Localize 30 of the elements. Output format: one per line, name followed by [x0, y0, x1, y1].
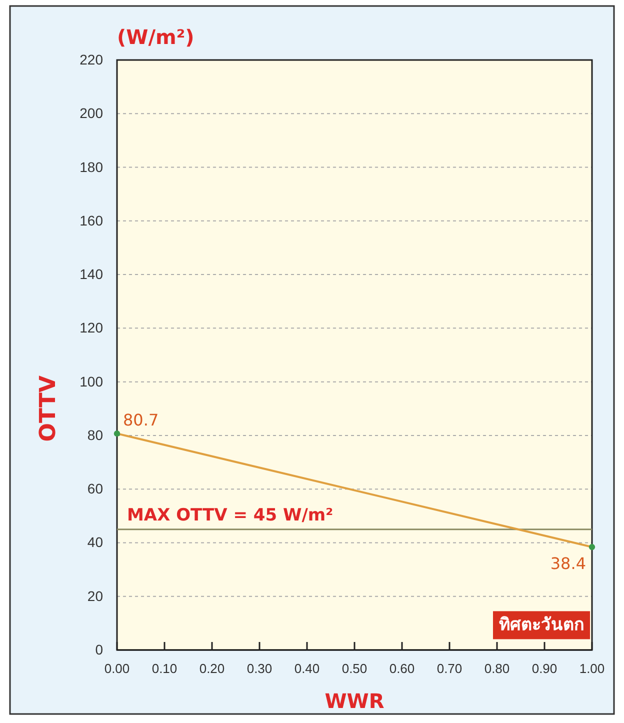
y-tick-label: 100	[80, 373, 104, 390]
y-axis-title: OTTV	[36, 376, 61, 442]
text: ทิศตะวันตก	[499, 615, 584, 636]
data-label: 80.7	[123, 410, 159, 430]
x-axis-title: WWR	[324, 689, 384, 713]
y-tick-label: 180	[80, 158, 104, 175]
x-tick-label: 0.10	[152, 661, 178, 676]
x-tick-label: 0.70	[436, 661, 462, 676]
x-tick-label: 0.40	[294, 661, 320, 676]
x-tick-label: 0.30	[246, 661, 272, 676]
ref-line-label: MAX OTTV = 45 W/m²	[127, 505, 334, 526]
x-tick-label: 0.20	[199, 661, 225, 676]
y-tick-label: 140	[80, 266, 104, 282]
x-tick-label: 0.90	[532, 661, 558, 676]
x-tick-label: 1.00	[579, 661, 605, 676]
y-tick-label: 60	[87, 480, 104, 497]
y-tick-label: 220	[80, 51, 104, 68]
y-tick-label: 120	[80, 320, 104, 336]
x-tick-label: 0.80	[484, 661, 510, 676]
data-label: 38.4	[550, 554, 586, 574]
x-tick-label: 0.50	[342, 661, 368, 676]
x-tick-label: 0.00	[104, 661, 130, 676]
y-tick-label: 0	[95, 641, 104, 658]
y-tick-label: 80	[87, 426, 104, 443]
y-tick-label: 20	[87, 588, 104, 604]
x-tick-label: 0.60	[389, 661, 415, 676]
text: (W/m²)	[117, 25, 194, 49]
y-tick-label: 160	[80, 212, 104, 228]
y-tick-label: 200	[80, 105, 104, 122]
y-tick-label: 40	[87, 534, 104, 550]
